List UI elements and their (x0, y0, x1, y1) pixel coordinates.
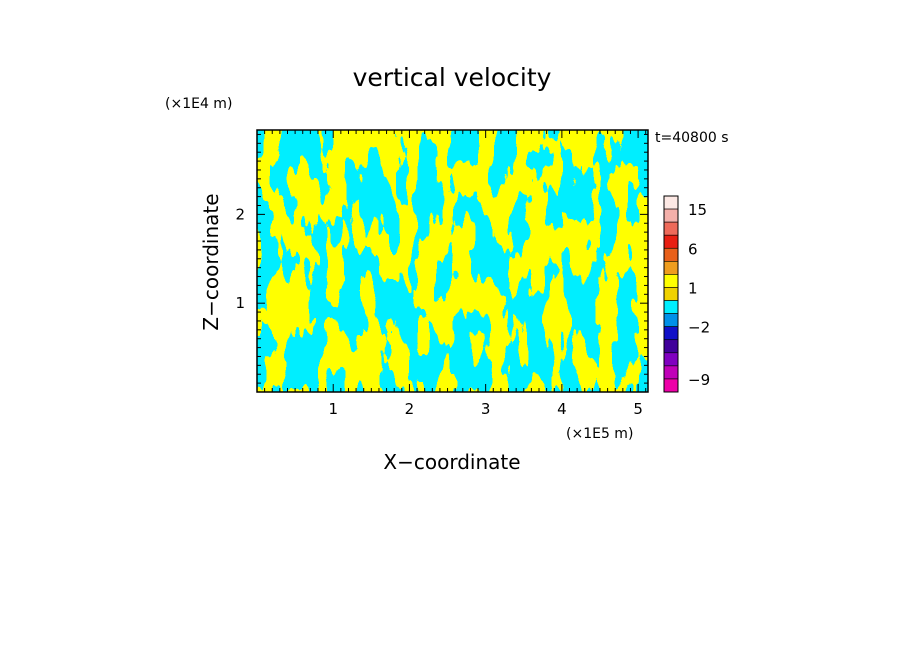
colorbar-bin (663, 326, 679, 341)
colorbar-bin (663, 378, 679, 393)
colorbar-bin (663, 339, 679, 354)
y-axis-label: Z−coordinate (199, 193, 223, 330)
colorbar-bin (663, 313, 679, 327)
colorbar-bin (663, 234, 679, 249)
colorbar-frame (663, 195, 679, 393)
colorbar-tick-label: 1 (688, 279, 698, 297)
x-tick-label: 3 (481, 400, 491, 418)
colorbar-bin (663, 274, 679, 288)
x-axis: 1 2 3 4 5 (264, 130, 647, 418)
colorbar-tick-label: 6 (688, 240, 698, 258)
colorbar-bin (663, 300, 679, 314)
colorbar-bin (663, 195, 679, 210)
colorbar-tick-label: −9 (688, 371, 710, 389)
y-tick-label: 2 (235, 205, 245, 223)
colorbar-bin (663, 208, 679, 223)
y-tick-label: 1 (235, 294, 245, 312)
plot-frame (256, 129, 649, 393)
time-label: t=40800 s (655, 130, 729, 146)
colorbar-bin (663, 365, 679, 380)
colorbar-bin (663, 287, 679, 301)
y-unit-label: (×1E4 m) (165, 96, 232, 112)
x-unit-label: (×1E5 m) (566, 426, 633, 442)
chart-title: vertical velocity (353, 63, 552, 92)
colorbar-bin (663, 221, 679, 236)
colorbar-bin (663, 352, 679, 367)
plot-area (256, 129, 649, 393)
x-axis-label: X−coordinate (383, 450, 520, 474)
colorbar-tick-label: 15 (688, 201, 707, 219)
velocity-field-positive (257, 130, 648, 392)
y-axis: 12 (235, 133, 648, 384)
x-tick-label: 2 (405, 400, 415, 418)
colorbar: 15 6 1 −2 −9 (663, 195, 710, 393)
x-tick-label: 1 (328, 400, 338, 418)
colorbar-bin (663, 247, 679, 262)
colorbar-bin (663, 261, 679, 275)
x-tick-label: 4 (557, 400, 567, 418)
x-tick-label: 5 (633, 400, 643, 418)
colorbar-tick-label: −2 (688, 319, 710, 337)
